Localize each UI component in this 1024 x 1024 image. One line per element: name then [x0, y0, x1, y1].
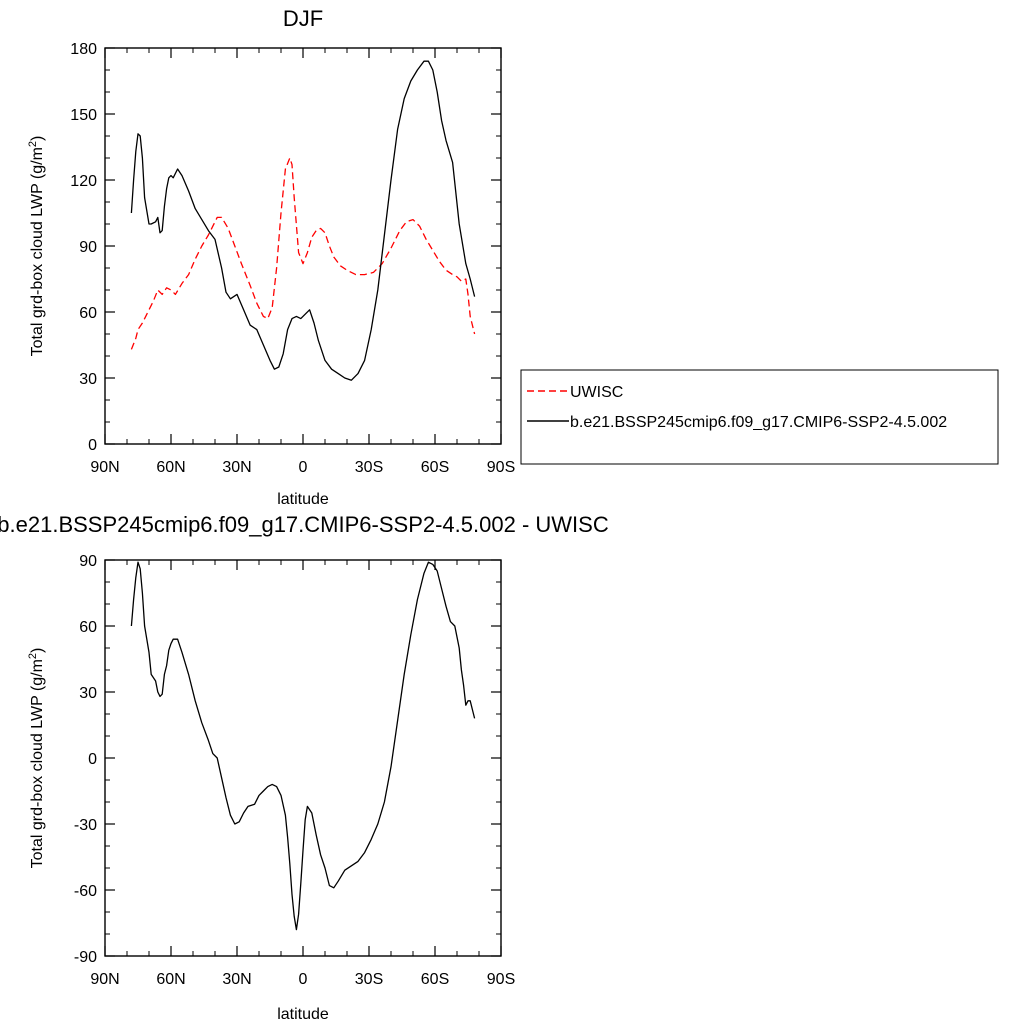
top-x-tick-label: 30S [355, 459, 383, 476]
bottom-y-tick-label: 90 [79, 553, 97, 570]
bottom-panel: b.e21.BSSP245cmip6.f09_g17.CMIP6-SSP2-4.… [0, 512, 609, 1023]
top-x-tick-label: 60N [156, 459, 185, 476]
bottom-y-tick-label: -30 [74, 817, 97, 834]
top-x-tick-label: 90S [487, 459, 515, 476]
top-panel: DJF 90N 60N 30N 0 30S 60S 90S0306090120150180 … [27, 6, 515, 508]
legend-label-model: b.e21.BSSP245cmip6.f09_g17.CMIP6-SSP2-4.… [570, 414, 947, 431]
bottom-chart-title: b.e21.BSSP245cmip6.f09_g17.CMIP6-SSP2-4.… [0, 512, 609, 537]
top-axis-ticks: 90N 60N 30N 0 30S 60S 90S 0 30 60 90 120 150 180 [70, 41, 515, 476]
legend-box [520, 369, 999, 465]
bottom-x-tick-label: 60S [421, 971, 449, 988]
top-chart-title: DJF [283, 6, 323, 31]
top-y-tick-label: 60 [79, 305, 97, 322]
bottom-y-tick-label: 60 [79, 619, 97, 636]
bottom-series-lines [130, 561, 476, 931]
bottom-x-tick-label: 0 [299, 971, 308, 988]
top-y-tick-label: 30 [79, 371, 97, 388]
top-y-tick-label: 180 [70, 41, 97, 58]
top-y-tick-label: 120 [70, 173, 97, 190]
bottom-x-tick-label: 30N [222, 971, 251, 988]
top-series-line-0 [130, 157, 476, 350]
top-series-line-1 [130, 60, 476, 381]
top-y-tick-label: 90 [79, 239, 97, 256]
bottom-axis-ticks: 90N 60N 30N 0 30S 60S 90S -90 -60 -30 0 30 60 90 [74, 553, 515, 988]
top-x-axis-label: latitude [277, 491, 329, 508]
bottom-series-line-0 [130, 561, 476, 931]
top-y-axis-label: Total grd-box cloud LWP (g/m2) [27, 136, 46, 357]
bottom-x-tick-label: 30S [355, 971, 383, 988]
bottom-y-tick-label: -90 [74, 949, 97, 966]
bottom-y-axis-label: Total grd-box cloud LWP (g/m2) [27, 648, 46, 869]
bottom-x-tick-label: 60N [156, 971, 185, 988]
top-plot-frame [104, 47, 502, 445]
bottom-plot-frame [104, 559, 502, 957]
top-y-tick-label: 0 [88, 437, 97, 454]
top-y-tick-label: 150 [70, 107, 97, 124]
top-x-tick-label: 30N [222, 459, 251, 476]
bottom-y-tick-label: 30 [79, 685, 97, 702]
legend-label-uwisc: UWISC [570, 384, 623, 401]
legend: UWISC b.e21.BSSP245cmip6.f09_g17.CMIP6-S… [520, 369, 999, 465]
bottom-x-axis-label: latitude [277, 1006, 329, 1023]
top-x-tick-label: 0 [299, 459, 308, 476]
bottom-y-tick-label: -60 [74, 883, 97, 900]
bottom-y-tick-label: 0 [88, 751, 97, 768]
top-x-tick-label: 90N [90, 459, 119, 476]
top-x-tick-label: 60S [421, 459, 449, 476]
top-series-lines [130, 60, 476, 381]
bottom-x-tick-label: 90N [90, 971, 119, 988]
bottom-x-tick-label: 90S [487, 971, 515, 988]
